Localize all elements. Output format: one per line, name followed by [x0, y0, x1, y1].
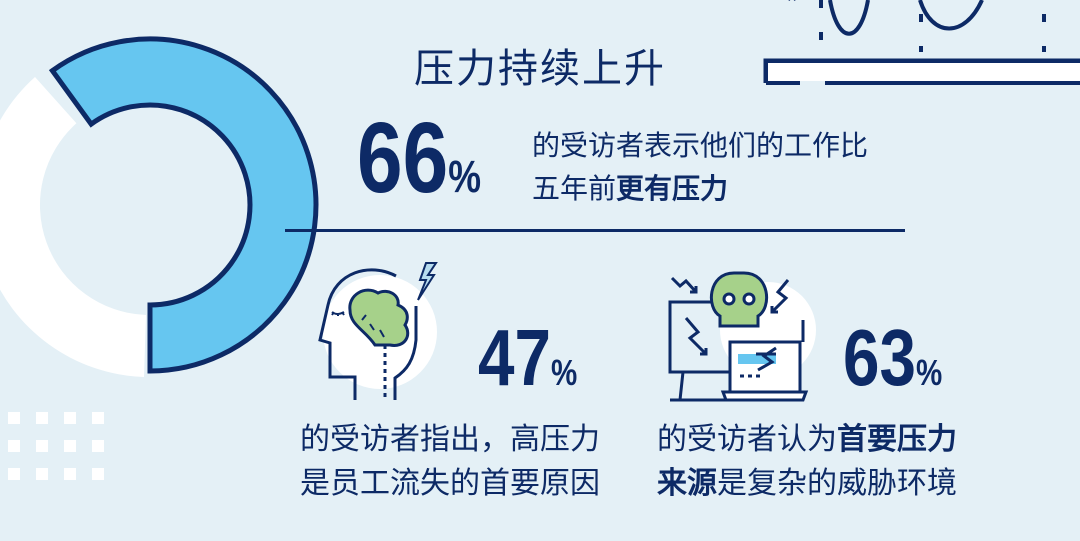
left-stat-unit: % — [550, 352, 578, 393]
main-stat-value: 66% — [357, 108, 481, 208]
left-stat-value: 47% — [478, 318, 577, 398]
donut-chart — [0, 36, 319, 377]
right-stat-line1-prefix: 的受访者认为 — [657, 422, 837, 457]
left-stat-number: 47 — [478, 313, 551, 402]
right-stat-line2-suffix: 是复杂的威胁环境 — [717, 466, 957, 501]
right-stat-description: 的受访者认为首要压力 来源是复杂的威胁环境 — [657, 418, 957, 506]
skull-computer-icon — [668, 271, 816, 402]
donut-filled-arc — [48, 36, 319, 374]
main-stat-description: 的受访者表示他们的工作比 五年前更有压力 — [532, 124, 868, 210]
right-stat-line2-bold: 来源 — [657, 466, 717, 501]
wave-decoration — [763, 0, 1080, 85]
main-stat-unit: % — [448, 151, 482, 202]
main-stat-line2-bold: 更有压力 — [616, 172, 729, 205]
main-stat-number: 66 — [357, 102, 449, 214]
right-stat-unit: % — [915, 352, 943, 393]
main-stat-line2: 五年前更有压力 — [532, 167, 868, 210]
right-stat-line1: 的受访者认为首要压力 — [657, 418, 957, 462]
right-stat-value: 63% — [843, 318, 942, 398]
divider — [285, 229, 905, 232]
left-stat-line1: 的受访者指出，高压力 — [300, 422, 600, 457]
page-title: 压力持续上升 — [414, 46, 666, 92]
right-stat-line2: 来源是复杂的威胁环境 — [657, 462, 957, 506]
left-stat-description: 的受访者指出，高压力 是员工流失的首要原因 — [300, 418, 600, 506]
main-stat-line1: 的受访者表示他们的工作比 — [532, 129, 869, 162]
left-stat-line2: 是员工流失的首要原因 — [300, 466, 600, 501]
donut-remainder-arc — [0, 77, 146, 377]
stressed-head-icon — [318, 262, 438, 400]
right-stat-line1-bold: 首要压力 — [837, 422, 957, 457]
right-stat-number: 63 — [843, 313, 916, 402]
main-stat-line2-prefix: 五年前 — [532, 172, 617, 205]
